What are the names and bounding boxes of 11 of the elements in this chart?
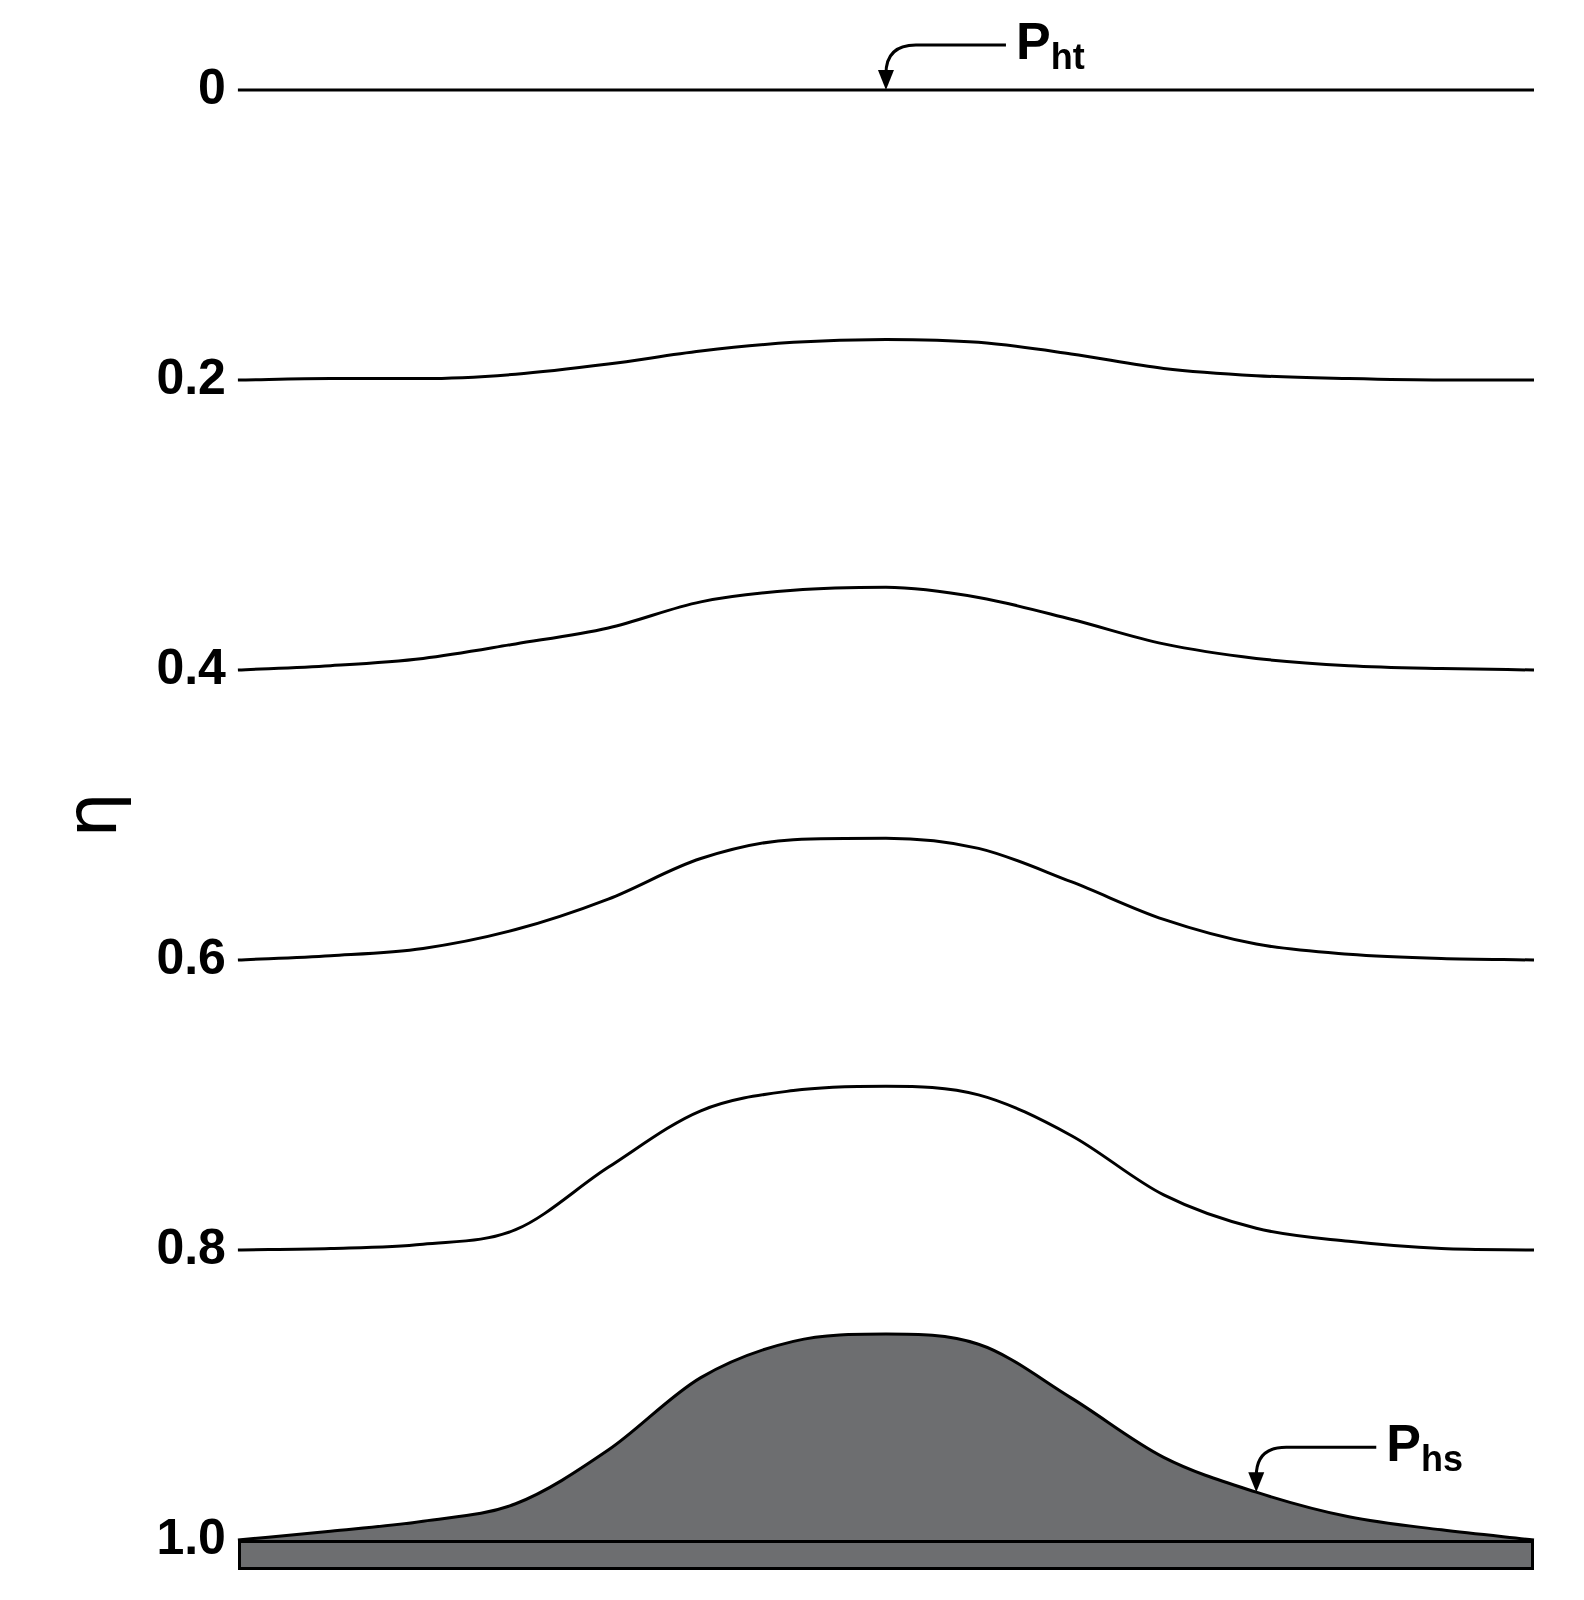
line-series: [236, 337, 1536, 382]
y-axis-title: η: [48, 792, 133, 838]
line-series: [236, 836, 1536, 962]
y-tick-label: 0.8: [156, 1218, 226, 1275]
y-tick-label: 1.0: [156, 1508, 226, 1565]
line-series: [236, 1084, 1536, 1252]
line-series: [236, 585, 1536, 672]
y-tick-label: 0.4: [156, 638, 227, 695]
y-tick-label: 0.2: [156, 348, 226, 405]
y-tick-label: 0.6: [156, 928, 226, 985]
y-tick-label: 0: [198, 58, 226, 115]
